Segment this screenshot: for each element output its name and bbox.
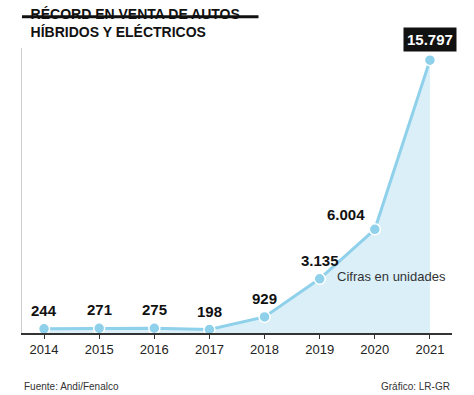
- svg-text:198: 198: [197, 303, 222, 320]
- svg-text:Fuente: Andi/Fenalco: Fuente: Andi/Fenalco: [24, 381, 119, 392]
- svg-text:2018: 2018: [250, 342, 279, 357]
- svg-text:929: 929: [252, 290, 277, 307]
- svg-text:2019: 2019: [305, 342, 334, 357]
- svg-text:Gráfico: LR-GR: Gráfico: LR-GR: [381, 381, 450, 392]
- svg-text:275: 275: [142, 301, 167, 318]
- svg-text:244: 244: [31, 302, 57, 319]
- svg-text:Cifras en unidades: Cifras en unidades: [337, 269, 446, 284]
- svg-text:6.004: 6.004: [327, 206, 365, 223]
- svg-text:2014: 2014: [30, 342, 59, 357]
- svg-text:2020: 2020: [360, 342, 389, 357]
- svg-text:2017: 2017: [195, 342, 224, 357]
- svg-text:15.797: 15.797: [407, 31, 453, 48]
- svg-text:2015: 2015: [85, 342, 114, 357]
- svg-text:3.135: 3.135: [301, 252, 339, 269]
- svg-text:271: 271: [87, 301, 112, 318]
- svg-text:2021: 2021: [415, 342, 444, 357]
- svg-text:2016: 2016: [140, 342, 169, 357]
- svg-text:RÉCORD EN VENTA DE AUTOSHÍBRID: RÉCORD EN VENTA DE AUTOSHÍBRIDOS Y ELÉCT…: [31, 6, 240, 40]
